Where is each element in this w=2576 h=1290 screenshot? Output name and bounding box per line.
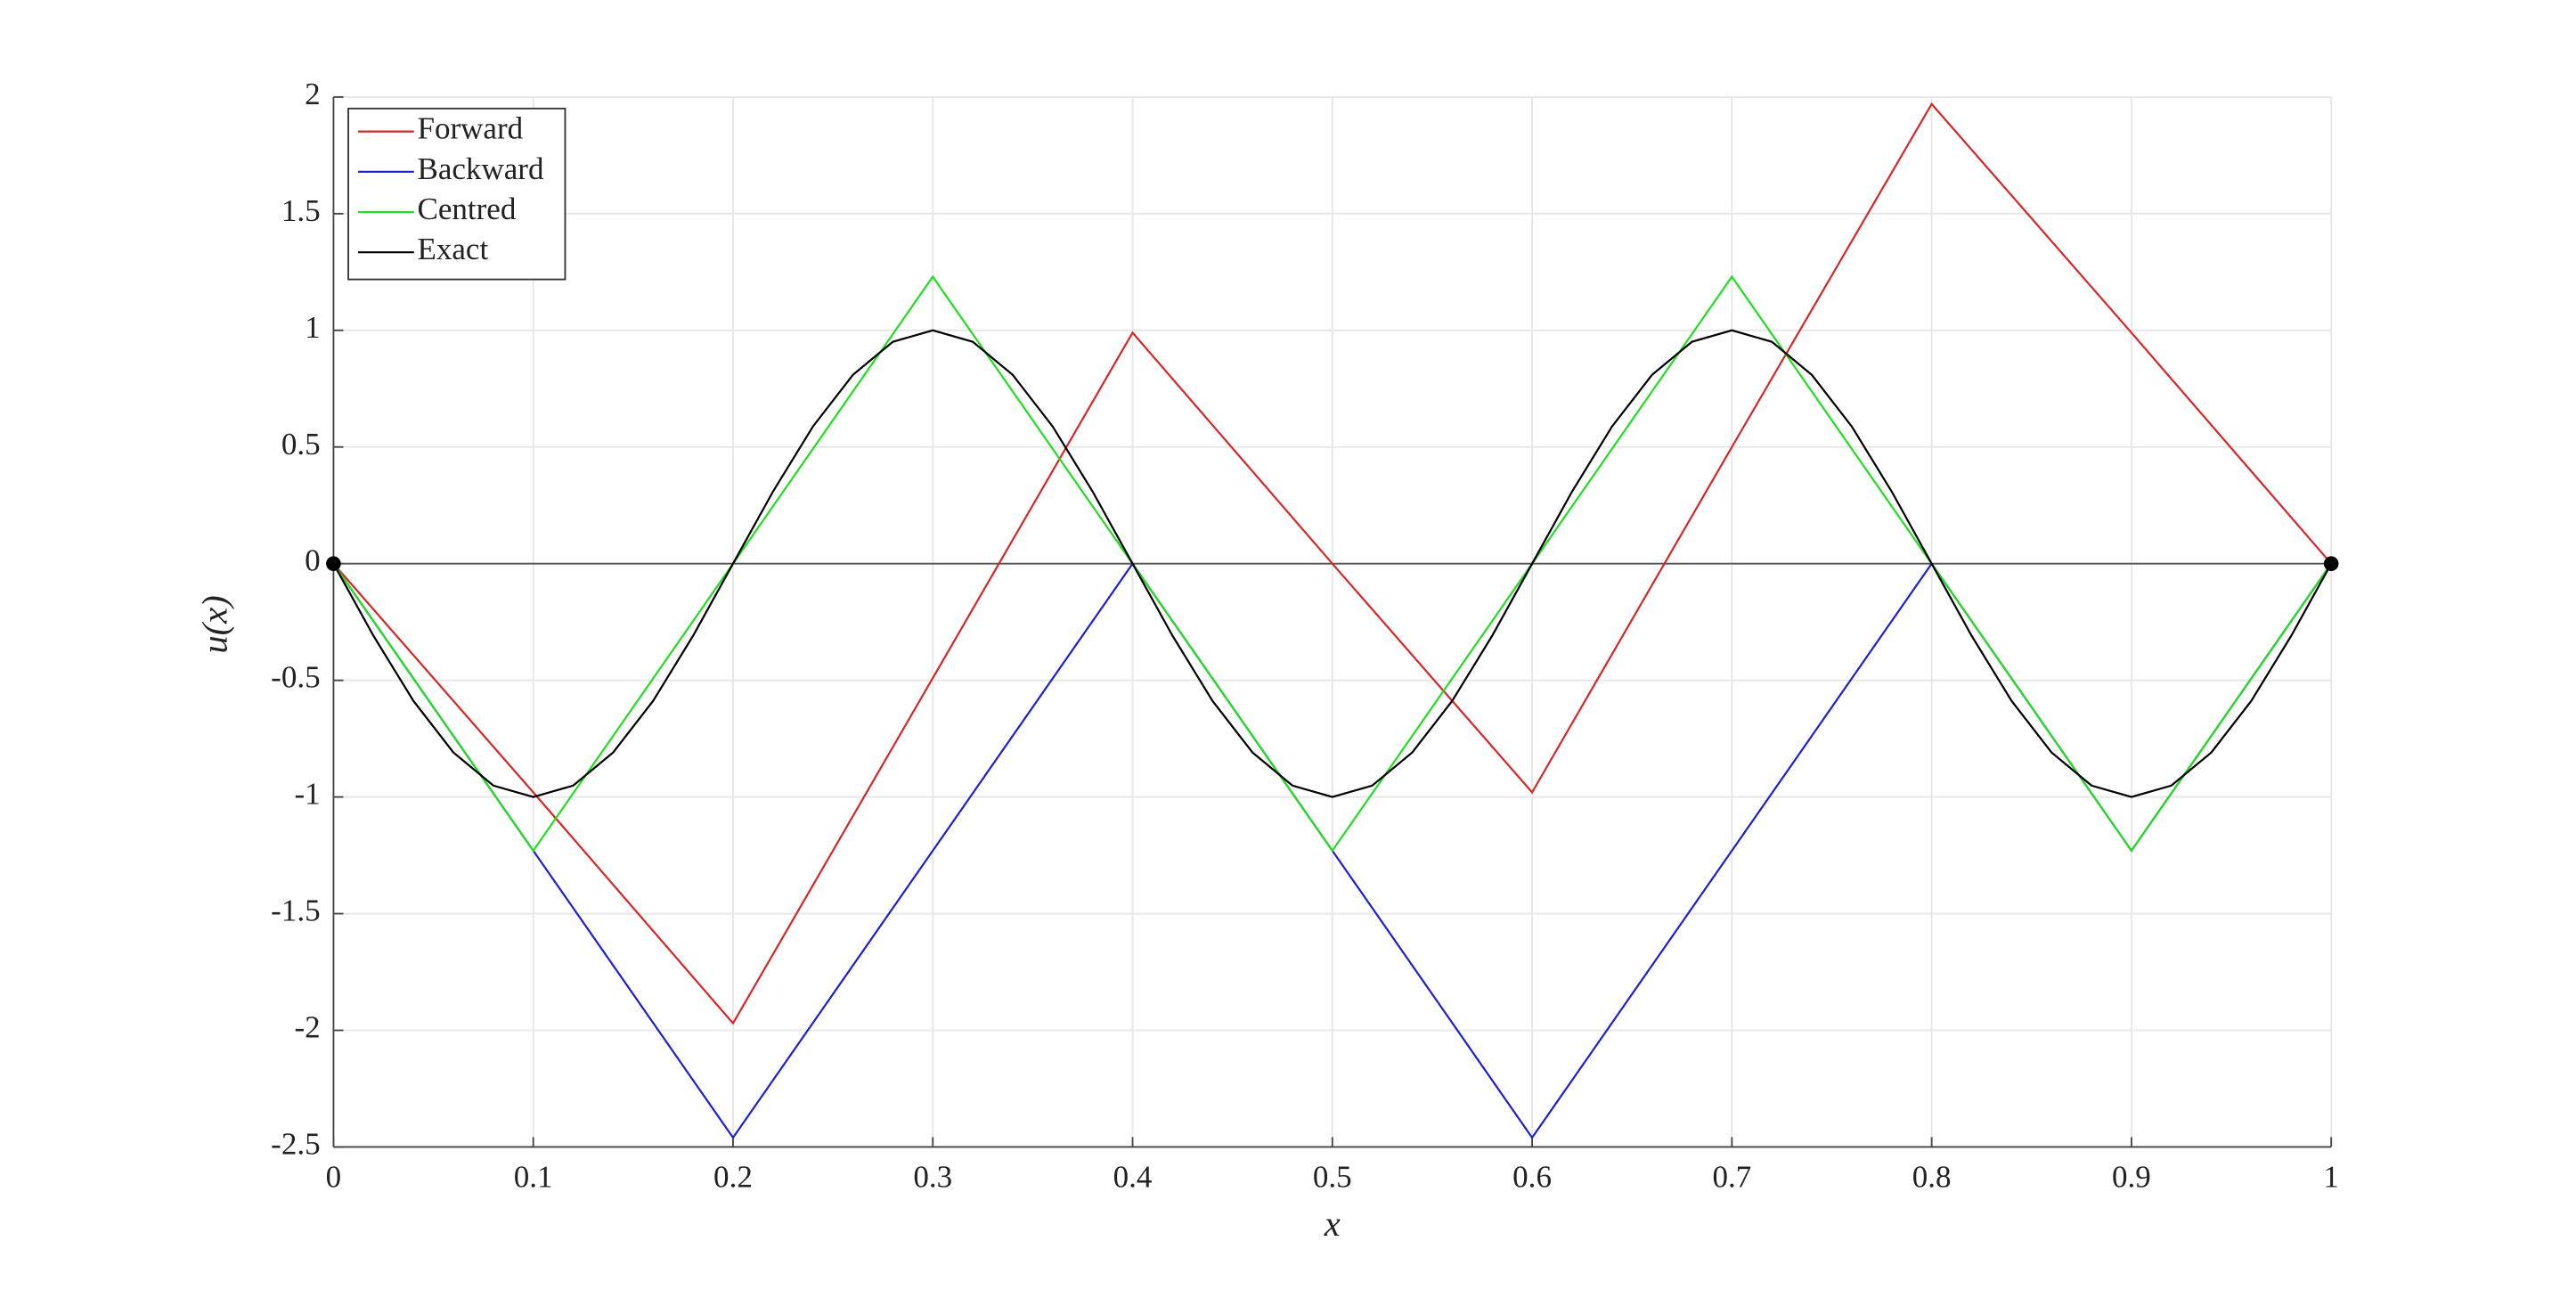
y-tick-label: -2	[294, 1010, 320, 1045]
x-tick-label: 1	[2323, 1159, 2339, 1194]
boundary-point	[2323, 556, 2339, 572]
legend-box	[347, 107, 567, 281]
legend: Forward Backward Centred Exact	[347, 107, 567, 281]
y-tick-label: -1.5	[271, 894, 320, 928]
grid: 0 0.1 0.2 0.3 0.4 0.5 0.6 0.7 0.8 0.9 1 -2.5 -2 -1.5 -…	[271, 77, 2339, 1194]
y-tick-label: -0.5	[271, 660, 320, 695]
y-tick-label: 1.5	[281, 193, 321, 228]
legend-label: Centred	[417, 192, 516, 226]
boundary-point	[326, 556, 341, 572]
y-tick-label: 0.5	[281, 427, 321, 461]
x-tick-label: 0.4	[1113, 1159, 1153, 1194]
y-tick-label: 2	[305, 77, 321, 111]
x-axis-label: x	[1324, 1204, 1341, 1244]
x-tick-label: 0.6	[1512, 1159, 1552, 1194]
x-tick-label: 0.2	[713, 1159, 753, 1194]
legend-label: Exact	[417, 232, 488, 266]
y-tick-label: 0	[305, 543, 321, 578]
plot-area	[326, 102, 2339, 1139]
x-tick-label: 0.5	[1313, 1159, 1352, 1194]
legend-label: Backward	[417, 151, 543, 186]
x-tick-label: 0.8	[1912, 1159, 1952, 1194]
x-tick-label: 0.7	[1712, 1159, 1751, 1194]
series-line	[332, 274, 2333, 853]
series-line	[332, 329, 2333, 798]
x-tick-label: 0.9	[2112, 1159, 2151, 1194]
y-tick-label: -2.5	[271, 1127, 320, 1162]
y-axis-label: u(x)	[195, 595, 235, 653]
x-tick-label: 0.1	[514, 1159, 553, 1194]
x-tick-label: 0.3	[913, 1159, 952, 1194]
y-tick-label: -1	[294, 777, 320, 812]
legend-label: Forward	[417, 111, 523, 146]
x-tick-label: 0	[326, 1159, 342, 1194]
y-tick-label: 1	[305, 310, 321, 345]
series-line	[332, 102, 2333, 1025]
